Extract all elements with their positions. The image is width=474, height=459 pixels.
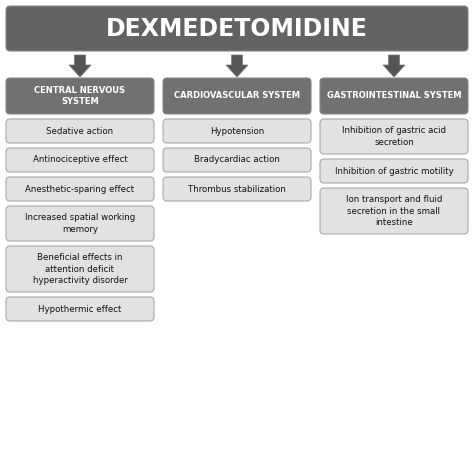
FancyArrow shape [226,55,248,77]
FancyBboxPatch shape [163,78,311,114]
FancyBboxPatch shape [320,78,468,114]
FancyBboxPatch shape [6,206,154,241]
FancyBboxPatch shape [163,119,311,143]
Text: Sedative action: Sedative action [46,127,114,135]
Text: DEXMEDETOMIDINE: DEXMEDETOMIDINE [106,17,368,40]
Text: Ion transport and fluid
secretion in the small
intestine: Ion transport and fluid secretion in the… [346,196,442,227]
Text: GASTROINTESTINAL SYSTEM: GASTROINTESTINAL SYSTEM [327,91,461,101]
FancyBboxPatch shape [320,188,468,234]
FancyBboxPatch shape [6,246,154,292]
FancyBboxPatch shape [6,78,154,114]
Text: Bradycardiac action: Bradycardiac action [194,156,280,164]
FancyBboxPatch shape [163,148,311,172]
Text: Hypotension: Hypotension [210,127,264,135]
FancyBboxPatch shape [320,159,468,183]
Text: CARDIOVASCULAR SYSTEM: CARDIOVASCULAR SYSTEM [174,91,300,101]
Text: Inhibition of gastric acid
secretion: Inhibition of gastric acid secretion [342,126,446,146]
Text: Inhibition of gastric motility: Inhibition of gastric motility [335,167,453,175]
Text: CENTRAL NERVOUS
SYSTEM: CENTRAL NERVOUS SYSTEM [35,86,126,106]
Text: Increased spatial working
memory: Increased spatial working memory [25,213,135,234]
FancyBboxPatch shape [163,177,311,201]
FancyBboxPatch shape [6,6,468,51]
FancyBboxPatch shape [6,177,154,201]
FancyBboxPatch shape [6,148,154,172]
Text: Hypothermic effect: Hypothermic effect [38,304,122,313]
FancyBboxPatch shape [320,119,468,154]
Text: Antinociceptive effect: Antinociceptive effect [33,156,128,164]
Text: Anesthetic-sparing effect: Anesthetic-sparing effect [26,185,135,194]
FancyBboxPatch shape [6,297,154,321]
FancyBboxPatch shape [6,119,154,143]
Text: Thrombus stabilization: Thrombus stabilization [188,185,286,194]
Text: Beneficial effects in
attention deficit
hyperactivity disorder: Beneficial effects in attention deficit … [33,253,128,285]
FancyArrow shape [69,55,91,77]
FancyArrow shape [383,55,405,77]
